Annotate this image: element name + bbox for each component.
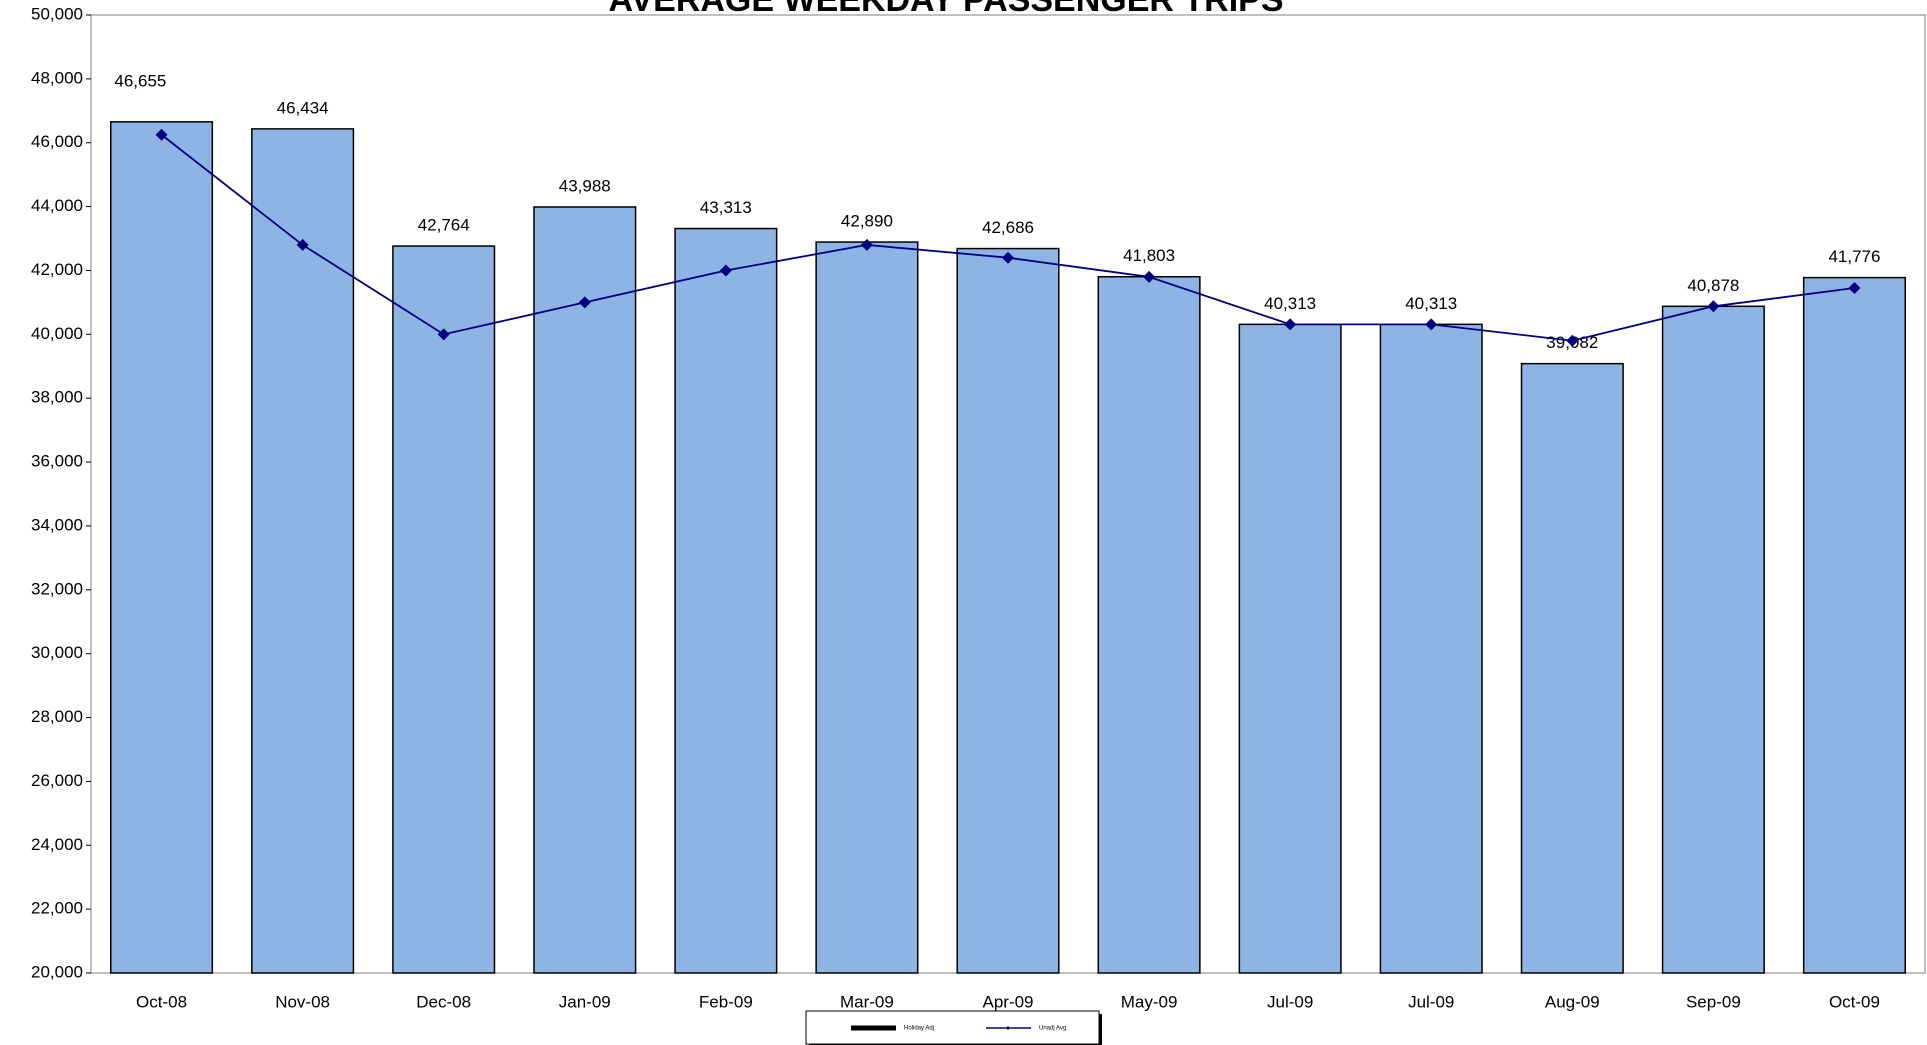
x-tick-label: Jul-09	[1408, 992, 1454, 1011]
bar	[533, 206, 637, 974]
bar	[815, 241, 919, 974]
y-tick-label: 50,000	[31, 4, 83, 23]
bar	[1802, 276, 1906, 974]
bar	[110, 121, 214, 974]
x-tick-label: Jul-09	[1267, 992, 1313, 1011]
line-marker	[1143, 270, 1156, 283]
line-marker	[155, 128, 168, 141]
line-marker	[1707, 300, 1720, 313]
line-marker	[719, 264, 732, 277]
y-tick-label: 44,000	[31, 196, 83, 215]
bar	[1520, 362, 1624, 974]
y-tick-label: 40,000	[31, 324, 83, 343]
line-marker	[1002, 251, 1014, 264]
x-tick-label: Oct-08	[136, 992, 187, 1011]
bar	[1238, 323, 1342, 974]
data-label: 46,434	[277, 98, 329, 117]
data-label: 41,776	[1828, 247, 1880, 266]
y-tick-label: 24,000	[31, 835, 83, 854]
line-marker	[296, 238, 309, 251]
bar	[956, 247, 1060, 974]
data-label: 42,686	[982, 218, 1034, 237]
bar	[674, 227, 778, 974]
line-marker	[1848, 282, 1861, 295]
x-tick-label: Feb-09	[699, 992, 753, 1011]
x-tick-label: Mar-09	[840, 992, 894, 1011]
y-tick-label: 30,000	[31, 643, 83, 662]
x-tick-label: Oct-09	[1829, 992, 1880, 1011]
data-label: 41,803	[1123, 246, 1175, 265]
x-tick-label: Jan-09	[559, 992, 611, 1011]
x-tick-label: May-09	[1121, 992, 1178, 1011]
legend-marker	[1006, 1026, 1010, 1030]
line-marker	[578, 296, 591, 309]
x-tick-label: Dec-08	[416, 992, 471, 1011]
bar	[392, 245, 496, 974]
y-tick-label: 42,000	[31, 260, 83, 279]
line-marker	[1566, 334, 1579, 347]
x-tick-label: Aug-09	[1545, 992, 1600, 1011]
y-tick-label: 46,000	[31, 132, 83, 151]
data-label: 40,313	[1405, 294, 1457, 313]
bar	[251, 128, 355, 974]
y-tick-label: 26,000	[31, 771, 83, 790]
y-tick-label: 34,000	[31, 515, 83, 534]
data-label: 42,764	[418, 216, 470, 235]
data-label: 40,313	[1264, 294, 1316, 313]
chart-title: AVERAGE WEEKDAY PASSENGER TRIPS	[608, 0, 1283, 19]
data-label: 40,878	[1687, 276, 1739, 295]
x-tick-label: Apr-09	[982, 992, 1033, 1011]
y-tick-label: 38,000	[31, 388, 83, 407]
y-tick-label: 22,000	[31, 899, 83, 918]
bar	[1097, 276, 1201, 974]
data-label: 42,890	[841, 212, 893, 231]
legend-label: Unadj Avg	[1039, 1026, 1066, 1032]
bar	[1661, 305, 1765, 974]
line-marker	[437, 328, 450, 341]
data-label: 43,313	[700, 198, 752, 217]
y-tick-label: 28,000	[31, 707, 83, 726]
line-marker	[1284, 318, 1297, 331]
legend-label: Holiday Adj	[904, 1026, 934, 1032]
bar	[1379, 323, 1483, 974]
line-marker	[1425, 318, 1438, 331]
y-tick-label: 20,000	[31, 962, 83, 981]
x-tick-label: Nov-08	[275, 992, 330, 1011]
y-tick-label: 32,000	[31, 579, 83, 598]
data-label: 43,988	[559, 176, 611, 195]
data-label: 46,655	[114, 71, 166, 90]
y-tick-label: 36,000	[31, 452, 83, 471]
line-marker	[860, 238, 873, 251]
y-tick-label: 48,000	[31, 68, 83, 87]
x-tick-label: Sep-09	[1686, 992, 1741, 1011]
